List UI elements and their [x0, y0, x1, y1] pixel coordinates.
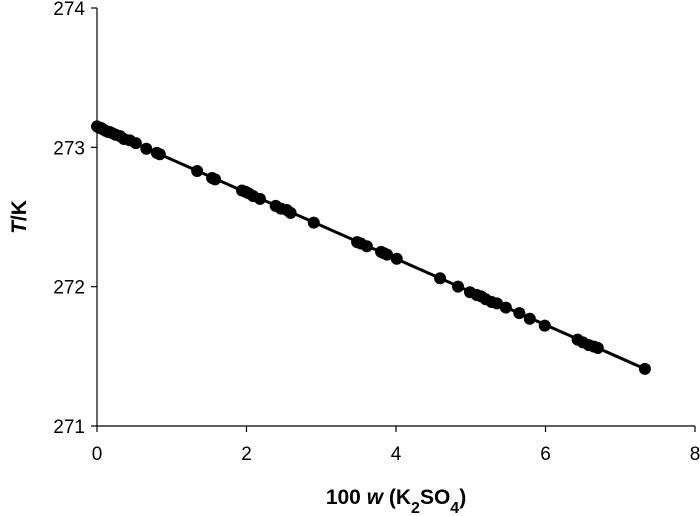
x-label-part: 4 — [450, 500, 459, 516]
data-point — [307, 216, 320, 229]
x-label-part: SO — [420, 486, 450, 509]
y-tick-label: 273 — [53, 138, 85, 159]
x-label-part: 100 — [326, 486, 367, 509]
data-point — [209, 173, 222, 186]
data-point — [140, 142, 153, 155]
x-label-part: ) — [459, 486, 466, 509]
y-label-part: T — [8, 219, 31, 234]
data-point — [499, 301, 512, 314]
data-point — [434, 272, 447, 285]
y-tick-label: 271 — [53, 417, 85, 438]
y-tick-label: 272 — [53, 278, 85, 299]
x-tick-label: 6 — [540, 444, 551, 465]
data-point — [390, 252, 403, 265]
data-point — [452, 280, 465, 293]
data-point — [253, 192, 266, 205]
data-point — [591, 341, 604, 354]
x-tick-label: 4 — [391, 444, 402, 465]
data-point — [129, 137, 142, 150]
y-label-part: /K — [8, 200, 31, 221]
x-tick-label: 2 — [241, 444, 252, 465]
data-point — [191, 165, 204, 178]
y-tick-label: 274 — [53, 0, 85, 20]
data-point — [284, 206, 297, 219]
y-axis-label: T/K — [8, 200, 31, 234]
data-point — [153, 148, 166, 161]
data-point — [538, 319, 551, 332]
data-point — [490, 297, 503, 310]
data-point — [513, 307, 526, 320]
data-point — [638, 362, 651, 375]
x-label-part: w — [367, 486, 385, 509]
x-axis-label: 100 w (K2SO4) — [326, 486, 466, 516]
data-point — [360, 240, 373, 253]
x-label-part: (K — [383, 486, 411, 509]
data-point — [381, 248, 394, 261]
x-tick-label: 0 — [92, 444, 103, 465]
x-tick-label: 8 — [690, 444, 700, 465]
x-label-part: 2 — [411, 500, 420, 516]
data-point — [523, 312, 536, 325]
